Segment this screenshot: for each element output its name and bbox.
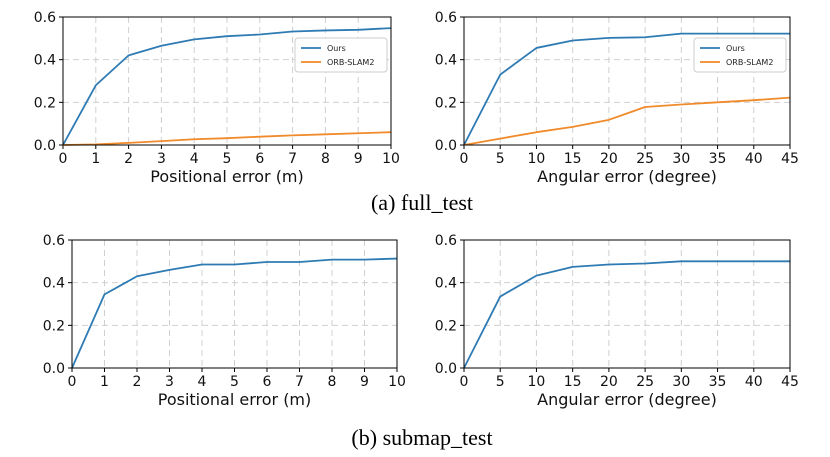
- x-tick-label: 5: [496, 374, 505, 390]
- y-tick-label: 0.0: [34, 138, 56, 154]
- y-tick-label: 0.2: [43, 318, 65, 334]
- legend: Ours ORB-SLAM2: [693, 37, 787, 73]
- y-tick-label: 0.0: [435, 361, 457, 377]
- x-tick-label: 0: [59, 151, 68, 167]
- y-tick-label: 0.6: [34, 10, 56, 26]
- y-tick-label: 0.2: [435, 318, 457, 334]
- plot-frame: [463, 16, 791, 146]
- x-tick-label: 20: [600, 151, 618, 167]
- x-axis-label: Positional error (m): [150, 167, 304, 186]
- x-tick-label: 8: [328, 374, 337, 390]
- x-tick-label: 1: [91, 151, 100, 167]
- x-tick-label: 5: [496, 151, 505, 167]
- x-tick-label: 6: [263, 374, 272, 390]
- legend-label: ORB-SLAM2: [327, 58, 374, 67]
- x-tick-label: 45: [781, 374, 799, 390]
- x-tick-label: 10: [528, 151, 546, 167]
- x-axis-label: Positional error (m): [158, 390, 312, 409]
- series-line-ours: [463, 32, 790, 146]
- y-tick-label: 0.4: [34, 53, 56, 69]
- x-tick-label: 7: [295, 374, 304, 390]
- x-tick-label: 10: [388, 374, 406, 390]
- caption-full-test: (a) full_test: [371, 190, 473, 215]
- series-line-ours: [62, 27, 392, 146]
- x-tick-label: 0: [460, 374, 469, 390]
- y-tick-label: 0.6: [43, 233, 65, 249]
- x-tick-label: 6: [255, 151, 264, 167]
- x-tick-label: 4: [198, 374, 207, 390]
- x-tick-label: 2: [124, 151, 133, 167]
- y-tick-label: 0.2: [435, 95, 457, 111]
- legend-box: [294, 37, 388, 73]
- x-tick-label: 25: [636, 374, 654, 390]
- series-line-orb-slam2: [62, 131, 392, 146]
- x-tick-label: 7: [288, 151, 297, 167]
- x-tick-label: 20: [600, 374, 618, 390]
- y-tick-label: 0.0: [435, 138, 457, 154]
- chart-4: 0 5 10 15 20 25 30 35 40 45 0.0 0.2 0.4 0.6 Angular er…: [435, 233, 799, 409]
- x-tick-label: 30: [672, 374, 690, 390]
- x-tick-label: 40: [745, 151, 763, 167]
- x-tick-label: 30: [672, 151, 690, 167]
- x-tick-label: 15: [564, 151, 582, 167]
- series-line-1: [71, 257, 398, 369]
- x-tick-label: 0: [68, 374, 77, 390]
- chart-3: 0 1 2 3 4 5 6 7 8 9 10 0.0 0.2 0.4 0.6 Positional error…: [43, 233, 406, 409]
- x-tick-label: 45: [781, 151, 799, 167]
- y-tick-label: 0.2: [34, 95, 56, 111]
- x-axis-label: Angular error (degree): [537, 167, 717, 186]
- x-tick-label: 2: [133, 374, 142, 390]
- legend-label: ORB-SLAM2: [726, 58, 773, 67]
- y-tick-label: 0.6: [435, 233, 457, 249]
- caption-submap-test: (b) submap_test: [351, 425, 492, 450]
- y-tick-label: 0.4: [435, 53, 457, 69]
- y-tick-label: 0.0: [43, 361, 65, 377]
- plot-frame: [62, 16, 392, 146]
- x-tick-label: 40: [745, 374, 763, 390]
- x-tick-label: 35: [709, 374, 727, 390]
- chart-2: 0 5 10 15 20 25 30 35 40 45 0.0 0.2 0.4 0.6 Angular er…: [435, 10, 799, 186]
- legend: Ours ORB-SLAM2: [294, 37, 388, 73]
- x-axis-label: Angular error (degree): [537, 390, 717, 409]
- x-tick-label: 10: [382, 151, 400, 167]
- y-tick-label: 0.4: [435, 276, 457, 292]
- x-tick-label: 5: [230, 374, 239, 390]
- x-tick-label: 9: [354, 151, 363, 167]
- x-tick-label: 3: [157, 151, 166, 167]
- plot-frame: [463, 239, 791, 369]
- x-tick-label: 1: [100, 374, 109, 390]
- y-tick-label: 0.4: [43, 276, 65, 292]
- x-tick-label: 0: [460, 151, 469, 167]
- x-tick-label: 15: [564, 374, 582, 390]
- x-tick-label: 25: [636, 151, 654, 167]
- x-tick-label: 8: [321, 151, 330, 167]
- x-tick-label: 9: [360, 374, 369, 390]
- chart-1: 0 1 2 3 4 5 6 7 8 9 10 0.0 0.2 0.4 0.6 Positional error…: [34, 10, 400, 186]
- legend-box: [693, 37, 787, 73]
- x-tick-label: 10: [528, 374, 546, 390]
- legend-label: Ours: [327, 44, 346, 53]
- x-tick-label: 5: [223, 151, 232, 167]
- series-line-1: [463, 260, 790, 369]
- y-tick-label: 0.6: [435, 10, 457, 26]
- x-tick-label: 35: [709, 151, 727, 167]
- x-tick-label: 3: [165, 374, 174, 390]
- x-tick-label: 4: [190, 151, 199, 167]
- plot-frame: [71, 239, 398, 369]
- legend-label: Ours: [726, 44, 745, 53]
- series-line-orb-slam2: [463, 96, 791, 146]
